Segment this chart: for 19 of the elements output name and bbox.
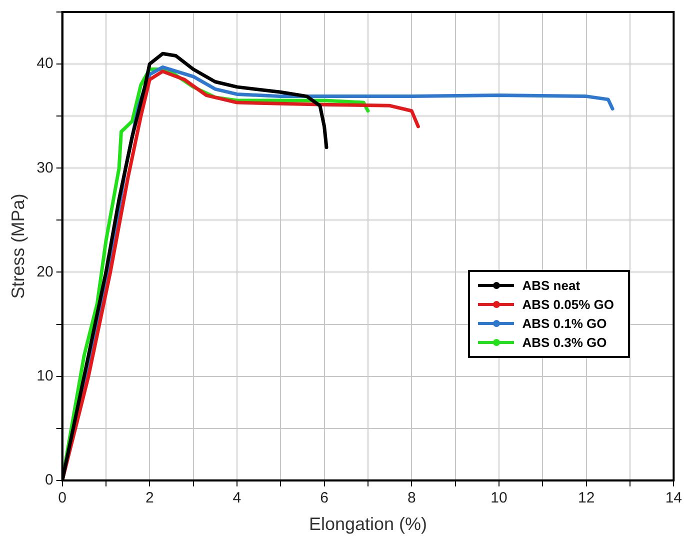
x-tick-label: 14 [665, 490, 682, 507]
x-tick-label: 0 [58, 490, 66, 507]
y-tick-label: 30 [36, 159, 54, 176]
y-tick-label: 40 [36, 55, 54, 72]
x-tick-label: 12 [578, 490, 595, 507]
x-tick-label: 2 [145, 490, 154, 507]
y-tick-label: 0 [44, 472, 54, 489]
x-axis-title: Elongation (%) [308, 514, 428, 534]
legend-label: ABS 0.3% GO [522, 335, 607, 350]
x-tick-label: 8 [407, 490, 416, 507]
legend-label: ABS 0.1% GO [522, 316, 607, 331]
y-axis-title: Stress (MPa) [8, 194, 28, 299]
x-tick-label: 6 [320, 490, 328, 507]
legend-label: ABS 0.05% GO [522, 297, 614, 312]
x-tick-label: 4 [232, 490, 242, 507]
y-tick-label: 20 [36, 263, 54, 280]
x-tick-label: 10 [490, 490, 508, 507]
y-tick-label: 10 [36, 367, 54, 384]
legend-label: ABS neat [522, 278, 580, 293]
